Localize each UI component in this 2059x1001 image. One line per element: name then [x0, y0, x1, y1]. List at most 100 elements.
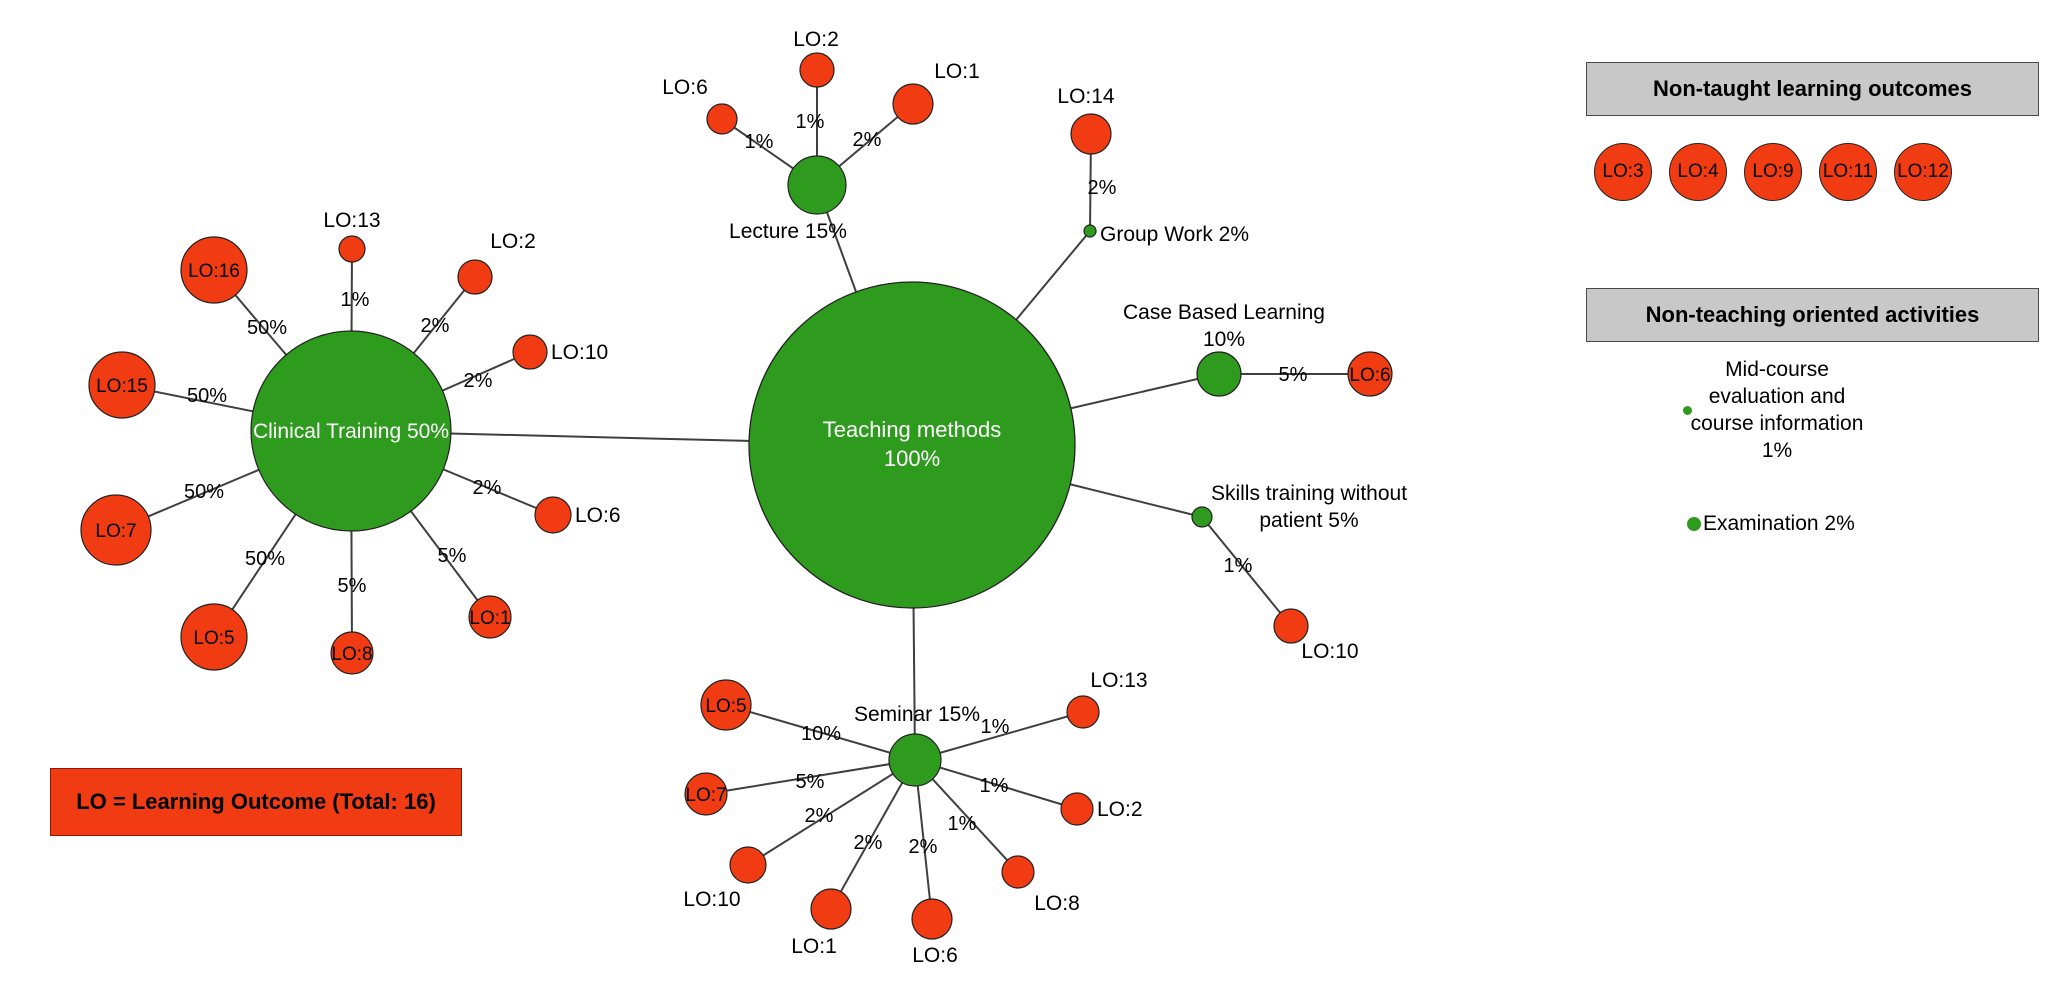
edge-seminar-lo-5 [725, 704, 916, 761]
outcome-clinical-training-lo-8 [330, 631, 374, 675]
outcome-seminar-lo-6 [911, 898, 953, 940]
outcome-skills-training-lo-10 [1273, 608, 1309, 644]
non-taught-lo-11: LO:11 [1819, 143, 1877, 201]
outcome-clinical-training-lo-7-pct: 50% [184, 481, 224, 503]
hub-clinical-training-label: Clinical Training 50% [253, 420, 449, 443]
outcome-clinical-training-lo-7 [80, 494, 152, 566]
midcourse-line: 1% [1761, 439, 1793, 462]
edge-seminar-lo-13 [914, 711, 1084, 761]
outcome-seminar-lo-13 [1066, 695, 1100, 729]
outcome-seminar-lo-1 [810, 888, 852, 930]
midcourse-line: Mid-course [1725, 358, 1829, 381]
outcome-seminar-lo-1-label: LO:1 [791, 935, 837, 958]
outcome-clinical-training-lo-5-label: LO:5 [193, 628, 234, 649]
outcome-skills-training-lo-10-label: LO:10 [1301, 640, 1358, 663]
outcome-seminar-lo-8 [1001, 855, 1035, 889]
outcome-clinical-training-lo-10-label: LO:10 [551, 341, 608, 364]
outcome-clinical-training-lo-1 [468, 595, 512, 639]
non-taught-lo-row: LO:3 LO:4 LO:9 LO:11 LO:12 [1594, 143, 1952, 201]
hub-clinical-training [250, 330, 452, 532]
non-taught-lo-9: LO:9 [1744, 143, 1802, 201]
outcome-lecture-lo-2-label: LO:2 [793, 28, 839, 51]
outcome-case-based-learning-lo-6 [1347, 351, 1393, 397]
hub-teaching-methods-label: Teaching methods [823, 417, 1002, 442]
outcome-seminar-lo-10 [729, 846, 767, 884]
outcome-clinical-training-lo-2-label: LO:2 [490, 230, 536, 253]
edge-skills-training-lo-10 [1201, 516, 1292, 627]
outcome-group-work-lo-14 [1070, 113, 1112, 155]
outcome-clinical-training-lo-6-pct: 2% [473, 477, 502, 499]
outcome-clinical-training-lo-13-label: LO:13 [323, 209, 380, 232]
outcome-group-work-lo-14-pct: 2% [1088, 177, 1117, 199]
outcome-clinical-training-lo-8-label: LO:8 [331, 644, 372, 665]
non-taught-lo-3: LO:3 [1594, 143, 1652, 201]
outcome-lecture-lo-2 [799, 52, 835, 88]
outcome-clinical-training-lo-8-pct: 5% [338, 575, 367, 597]
outcome-seminar-lo-5-label: LO:5 [705, 696, 746, 717]
outcome-lecture-lo-2-pct: 1% [796, 111, 825, 133]
hub-skills-training [1191, 506, 1213, 528]
outcome-lecture-lo-6-pct: 1% [745, 131, 774, 153]
outcome-seminar-lo-2 [1060, 792, 1094, 826]
hub-lecture-label: Lecture 15% [729, 220, 847, 243]
non-teaching-header-label: Non-teaching oriented activities [1645, 302, 1980, 327]
outcome-case-based-learning-lo-6-label: LO:6 [1349, 365, 1390, 386]
outcome-seminar-lo-6-pct: 2% [909, 836, 938, 858]
hub-skills-training-label: Skills training without [1211, 482, 1407, 505]
examination-dot-icon [1687, 517, 1701, 531]
outcome-seminar-lo-2-pct: 1% [980, 775, 1009, 797]
outcome-skills-training-lo-10-pct: 1% [1224, 555, 1253, 577]
hub-case-based-learning-label: Case Based Learning [1123, 301, 1325, 324]
outcome-clinical-training-lo-6 [534, 496, 572, 534]
outcome-seminar-lo-10-label: LO:10 [683, 888, 740, 911]
outcome-seminar-lo-6-label: LO:6 [912, 944, 958, 967]
outcome-clinical-training-lo-7-label: LO:7 [95, 521, 136, 542]
outcome-seminar-lo-10-pct: 2% [805, 805, 834, 827]
outcome-clinical-training-lo-10-pct: 2% [464, 370, 493, 392]
non-teaching-header: Non-teaching oriented activities [1586, 288, 2039, 342]
examination-activity: Examination 2% [1687, 512, 1855, 536]
outcome-clinical-training-lo-15 [88, 351, 156, 419]
outcome-clinical-training-lo-5 [180, 603, 248, 671]
hub-skills-training-label: patient 5% [1259, 509, 1358, 532]
outcome-lecture-lo-6-label: LO:6 [662, 76, 708, 99]
edge-seminar-lo-10 [747, 759, 916, 866]
outcome-clinical-training-lo-1-label: LO:1 [469, 608, 510, 629]
non-taught-header-label: Non-taught learning outcomes [1653, 76, 1972, 101]
non-taught-lo-12: LO:12 [1894, 143, 1952, 201]
outcome-group-work-lo-14-label: LO:14 [1057, 85, 1115, 108]
non-taught-lo-4: LO:4 [1669, 143, 1727, 201]
outcome-lecture-lo-1 [892, 83, 934, 125]
edge-seminar-lo-7 [705, 759, 916, 795]
outcome-seminar-lo-2-label: LO:2 [1097, 798, 1143, 821]
edge-seminar-lo-2 [914, 759, 1078, 810]
outcome-seminar-lo-13-pct: 1% [981, 716, 1010, 738]
outcome-lecture-lo-1-pct: 2% [853, 129, 882, 151]
hub-case-based-learning-label: 10% [1203, 328, 1245, 351]
hub-teaching-methods [748, 281, 1076, 609]
outcome-clinical-training-lo-2 [457, 259, 493, 295]
outcome-seminar-lo-7-label: LO:7 [685, 785, 726, 806]
outcome-clinical-training-lo-2-pct: 2% [421, 315, 450, 337]
hub-group-work-label: Group Work 2% [1100, 223, 1249, 246]
hub-group-work [1083, 224, 1097, 238]
midcourse-dot-icon [1683, 406, 1692, 415]
outcome-clinical-training-lo-10 [512, 334, 548, 370]
outcome-clinical-training-lo-16-label: LO:16 [188, 261, 240, 282]
outcome-case-based-learning-lo-6-pct: 5% [1279, 364, 1308, 386]
outcome-seminar-lo-7 [684, 772, 728, 816]
outcome-seminar-lo-1-pct: 2% [854, 832, 883, 854]
hub-case-based-learning [1196, 351, 1242, 397]
outcome-clinical-training-lo-15-label: LO:15 [96, 376, 148, 397]
midcourse-activity-label: Mid-course evaluation and course informati… [1617, 356, 1937, 464]
outcome-clinical-training-lo-13-pct: 1% [341, 289, 370, 311]
outcome-clinical-training-lo-15-pct: 50% [187, 385, 227, 407]
examination-label: Examination 2% [1703, 512, 1855, 535]
outcome-clinical-training-lo-1-pct: 5% [438, 545, 467, 567]
outcome-clinical-training-lo-6-label: LO:6 [575, 504, 621, 527]
outcome-clinical-training-lo-16-pct: 50% [247, 317, 287, 339]
hub-seminar [888, 733, 942, 787]
outcome-seminar-lo-5-pct: 10% [801, 723, 841, 745]
